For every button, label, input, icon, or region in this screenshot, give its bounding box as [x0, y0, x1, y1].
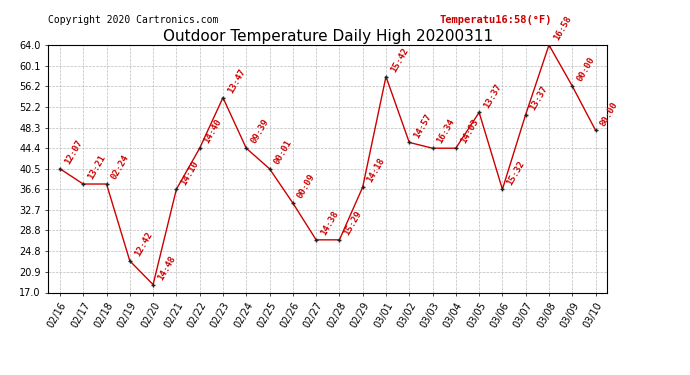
- Point: [194, 145, 205, 151]
- Point: [171, 186, 182, 192]
- Point: [287, 200, 298, 206]
- Point: [241, 145, 252, 151]
- Point: [380, 74, 391, 80]
- Text: 12:07: 12:07: [63, 138, 84, 166]
- Text: Temperatu16:58(°F): Temperatu16:58(°F): [440, 15, 552, 25]
- Text: 09:39: 09:39: [249, 118, 270, 146]
- Point: [101, 181, 112, 187]
- Point: [217, 94, 228, 100]
- Text: 16:58: 16:58: [552, 15, 573, 42]
- Text: 00:09: 00:09: [295, 172, 317, 200]
- Text: 14:10: 14:10: [179, 159, 200, 186]
- Text: 12:42: 12:42: [132, 230, 154, 258]
- Text: 15:32: 15:32: [505, 159, 526, 186]
- Text: 14:57: 14:57: [412, 112, 433, 140]
- Text: 13:21: 13:21: [86, 153, 107, 181]
- Point: [427, 145, 438, 151]
- Text: 13:37: 13:37: [482, 82, 503, 110]
- Text: 14:48: 14:48: [156, 254, 177, 282]
- Text: 16:34: 16:34: [435, 118, 457, 146]
- Text: 02:24: 02:24: [109, 153, 130, 181]
- Point: [520, 111, 531, 117]
- Point: [451, 145, 462, 151]
- Point: [310, 237, 322, 243]
- Point: [404, 140, 415, 146]
- Text: 15:29: 15:29: [342, 209, 364, 237]
- Title: Outdoor Temperature Daily High 20200311: Outdoor Temperature Daily High 20200311: [163, 29, 493, 44]
- Point: [334, 237, 345, 243]
- Text: 15:42: 15:42: [388, 46, 410, 74]
- Text: 13:47: 13:47: [226, 67, 247, 95]
- Point: [148, 282, 159, 288]
- Text: 13:37: 13:37: [529, 84, 550, 112]
- Point: [264, 166, 275, 172]
- Point: [473, 110, 484, 116]
- Point: [497, 186, 508, 192]
- Text: 80:00: 80:00: [598, 100, 620, 128]
- Point: [357, 184, 368, 190]
- Text: 14:18: 14:18: [366, 157, 386, 184]
- Text: 00:01: 00:01: [273, 138, 293, 166]
- Text: 14:38: 14:38: [319, 209, 340, 237]
- Point: [124, 258, 135, 264]
- Point: [544, 42, 555, 48]
- Text: 14:03: 14:03: [459, 118, 480, 146]
- Text: 00:00: 00:00: [575, 56, 596, 83]
- Point: [55, 166, 66, 172]
- Text: Copyright 2020 Cartronics.com: Copyright 2020 Cartronics.com: [48, 15, 219, 25]
- Point: [78, 181, 89, 187]
- Point: [566, 83, 578, 89]
- Point: [590, 127, 601, 133]
- Text: 14:40: 14:40: [202, 118, 224, 146]
